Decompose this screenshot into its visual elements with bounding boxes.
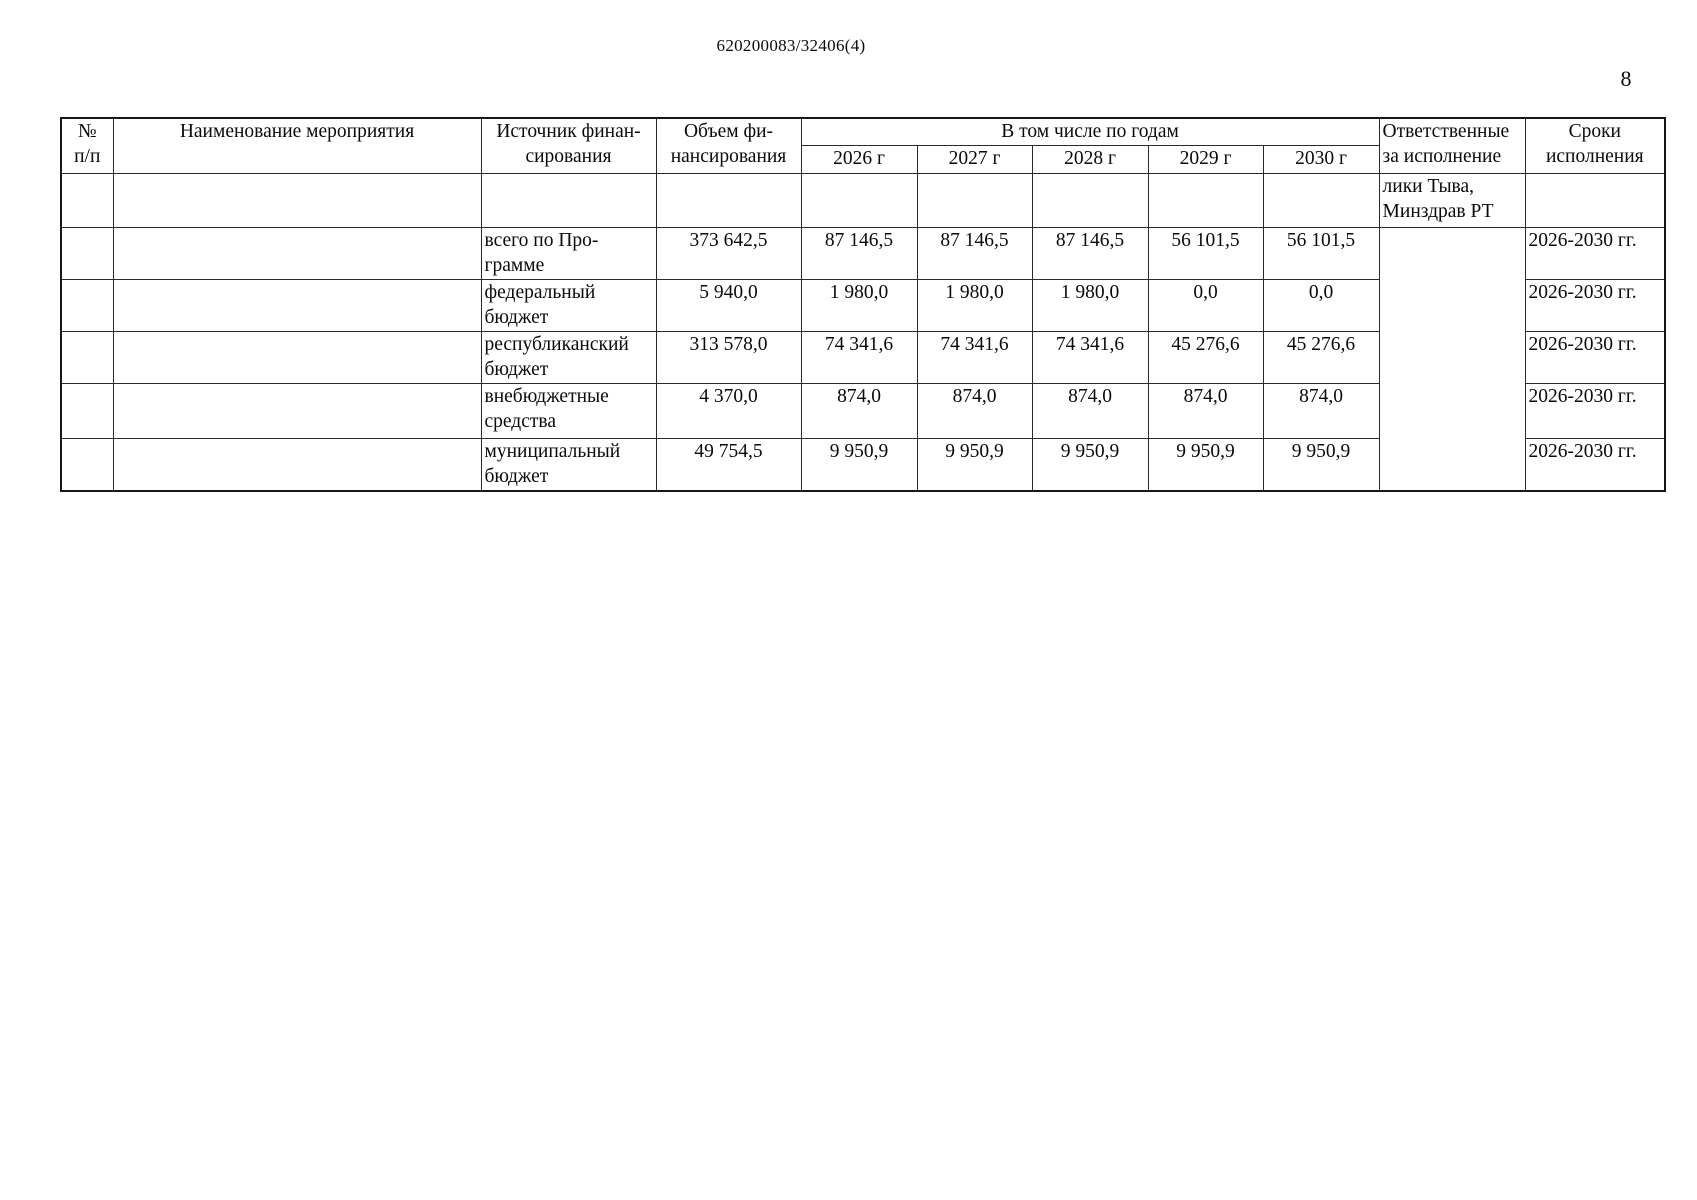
- cell-deadline: 2026-2030 гг.: [1524, 330, 1666, 384]
- cell-funding-source: внебюджетные средства: [480, 382, 657, 439]
- cell-funding-source: всего по Про- грамме: [480, 226, 657, 280]
- document-number: 620200083/32406(4): [716, 36, 866, 55]
- cell-total-volume: 313 578,0: [655, 330, 802, 384]
- cell-number-empty: [60, 382, 114, 439]
- cell-year-value: 874,0: [916, 382, 1033, 439]
- cell-number-empty: [60, 226, 114, 280]
- col-header-deadline: Сроки исполнения: [1524, 117, 1666, 174]
- cell-event-name-empty: [112, 382, 482, 439]
- cell-year-empty: [800, 172, 918, 228]
- cell-total-volume: 49 754,5: [655, 437, 802, 492]
- cell-year-value: 56 101,5: [1147, 226, 1264, 280]
- col-header-funding-source: Источник финан- сирования: [480, 117, 657, 174]
- cell-funding-source: республиканский бюджет: [480, 330, 657, 384]
- cell-year-value: 0,0: [1147, 278, 1264, 332]
- cell-funding-source: муниципальный бюджет: [480, 437, 657, 492]
- table-header-row-years: 2026 г 2027 г 2028 г 2029 г 2030 г: [61, 144, 1665, 174]
- cell-year-value: 9 950,9: [1031, 437, 1149, 492]
- cell-total-volume: 4 370,0: [655, 382, 802, 439]
- cell-deadline: 2026-2030 гг.: [1524, 437, 1666, 492]
- cell-deadline: 2026-2030 гг.: [1524, 382, 1666, 439]
- page-number: 8: [1620, 66, 1632, 91]
- col-header-by-years: В том числе по годам: [800, 117, 1380, 146]
- cell-year-empty: [1262, 172, 1380, 228]
- cell-year-value: 9 950,9: [1262, 437, 1380, 492]
- cell-funding-source-empty: [480, 172, 657, 228]
- cell-year-value: 0,0: [1262, 278, 1380, 332]
- cell-year-value: 87 146,5: [1031, 226, 1149, 280]
- table-row: внебюджетные средства 4 370,0 874,0 874,…: [60, 382, 1666, 439]
- col-header-funding-volume: Объем фи- нансирования: [655, 117, 802, 174]
- cell-total-volume: 5 940,0: [655, 278, 802, 332]
- cell-event-name-empty: [112, 278, 482, 332]
- cell-responsible-empty: [1378, 226, 1526, 492]
- table-row-continuation: лики Тыва, Минздрав РТ: [60, 172, 1666, 228]
- cell-year-value: 45 276,6: [1262, 330, 1380, 384]
- cell-year-value: 45 276,6: [1147, 330, 1264, 384]
- cell-year-value: 1 980,0: [800, 278, 918, 332]
- cell-year-value: 74 341,6: [916, 330, 1033, 384]
- cell-responsible-continuation: лики Тыва, Минздрав РТ: [1378, 172, 1526, 228]
- cell-year-value: 74 341,6: [800, 330, 918, 384]
- cell-year-value: 1 980,0: [1031, 278, 1149, 332]
- year-header-2027: 2027 г: [916, 144, 1033, 174]
- cell-event-name-empty: [112, 226, 482, 280]
- cell-funding-source: федеральный бюджет: [480, 278, 657, 332]
- cell-deadline-empty: [1524, 172, 1666, 228]
- year-header-2028: 2028 г: [1031, 144, 1149, 174]
- cell-year-value: 56 101,5: [1262, 226, 1380, 280]
- cell-event-name-empty: [112, 437, 482, 492]
- table-row: муниципальный бюджет 49 754,5 9 950,9 9 …: [60, 437, 1666, 492]
- cell-number-empty: [60, 172, 114, 228]
- year-header-2030: 2030 г: [1262, 144, 1380, 174]
- cell-deadline: 2026-2030 гг.: [1524, 278, 1666, 332]
- table-row: всего по Про- грамме 373 642,5 87 146,5 …: [60, 226, 1666, 492]
- cell-year-value: 874,0: [1147, 382, 1264, 439]
- cell-number-empty: [60, 330, 114, 384]
- col-header-responsible: Ответственные за исполнение: [1378, 117, 1526, 174]
- cell-year-value: 74 341,6: [1031, 330, 1149, 384]
- financing-table: № п/п Наименование мероприятия Источник …: [60, 117, 1667, 493]
- year-header-2026: 2026 г: [800, 144, 918, 174]
- cell-year-value: 9 950,9: [800, 437, 918, 492]
- table-header-row-1: № п/п Наименование мероприятия Источник …: [60, 117, 1666, 174]
- cell-year-value: 9 950,9: [916, 437, 1033, 492]
- cell-year-empty: [1031, 172, 1149, 228]
- cell-event-name-empty: [112, 330, 482, 384]
- cell-year-empty: [1147, 172, 1264, 228]
- table-row: федеральный бюджет 5 940,0 1 980,0 1 980…: [60, 278, 1666, 332]
- col-header-number: № п/п: [60, 117, 114, 174]
- col-header-event-name: Наименование мероприятия: [112, 117, 482, 174]
- cell-year-value: 1 980,0: [916, 278, 1033, 332]
- cell-event-name-empty: [112, 172, 482, 228]
- cell-year-value: 874,0: [800, 382, 918, 439]
- cell-year-empty: [916, 172, 1033, 228]
- cell-year-value: 9 950,9: [1147, 437, 1264, 492]
- cell-number-empty: [60, 278, 114, 332]
- cell-year-value: 874,0: [1262, 382, 1380, 439]
- cell-year-value: 87 146,5: [916, 226, 1033, 280]
- cell-number-empty: [60, 437, 114, 492]
- cell-year-value: 874,0: [1031, 382, 1149, 439]
- cell-total-empty: [655, 172, 802, 228]
- cell-year-value: 87 146,5: [800, 226, 918, 280]
- year-header-2029: 2029 г: [1147, 144, 1264, 174]
- cell-deadline: 2026-2030 гг.: [1524, 226, 1666, 280]
- cell-total-volume: 373 642,5: [655, 226, 802, 280]
